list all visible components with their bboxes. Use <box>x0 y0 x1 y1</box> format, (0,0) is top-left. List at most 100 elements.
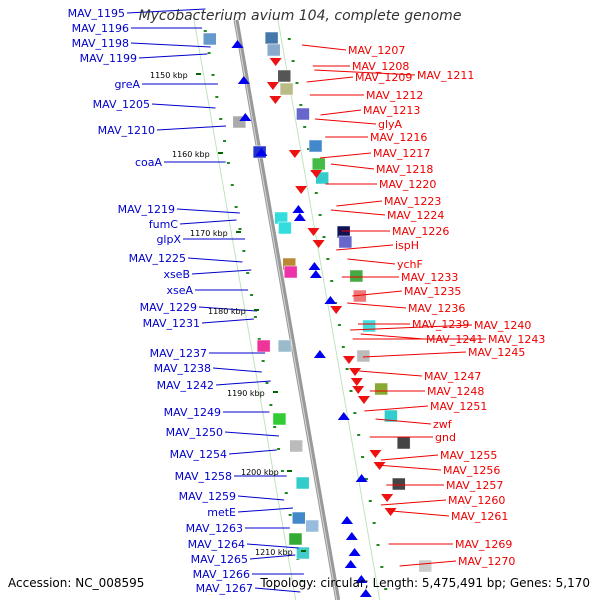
gene-feature-box <box>374 382 388 396</box>
gene-feature-box <box>392 477 406 491</box>
left-gene-label: MAV_1219 <box>118 203 175 216</box>
left-gene-label: MAV_1267 <box>196 582 253 595</box>
left-gene-label: MAV_1229 <box>140 301 197 314</box>
left-label-leader <box>249 554 296 560</box>
track-tick <box>353 412 357 414</box>
ruler-tick <box>218 152 223 154</box>
track-tick <box>253 316 257 318</box>
gene-feature-box <box>266 43 281 57</box>
left-gene-label: MAV_1266 <box>193 568 250 581</box>
right-label-leader <box>352 290 403 297</box>
left-label-leader <box>224 431 280 437</box>
right-label-leader <box>364 405 429 412</box>
forward-gene-arrow <box>344 560 357 568</box>
left-gene-label: MAV_1259 <box>179 490 236 503</box>
right-gene-label: MAV_1251 <box>430 400 487 413</box>
right-label-leader <box>330 163 375 170</box>
left-gene-label: MAV_1238 <box>154 362 211 375</box>
right-gene-label: MAV_1269 <box>455 538 512 551</box>
reverse-gene-arrow <box>312 240 325 248</box>
right-gene-label: MAV_1217 <box>373 147 430 160</box>
gene-feature-box <box>264 31 279 45</box>
left-gene-label: xseB <box>163 268 190 281</box>
forward-gene-arrow <box>309 270 322 278</box>
left-label-leader <box>156 125 227 131</box>
left-gene-label: MAV_1195 <box>68 7 125 20</box>
gene-feature-box <box>295 476 310 490</box>
track-tick <box>215 96 219 98</box>
right-gene-label: MAV_1218 <box>376 163 433 176</box>
gene-feature-box <box>277 69 292 83</box>
forward-gene-arrow <box>239 113 252 121</box>
track-tick <box>322 236 326 238</box>
right-label-leader <box>336 244 394 251</box>
gene-feature-box <box>278 221 292 235</box>
gene-feature-box <box>277 339 292 353</box>
forward-gene-arrow <box>255 148 268 156</box>
left-gene-label: MAV_1250 <box>166 426 223 439</box>
right-label-leader <box>301 44 347 51</box>
right-label-leader <box>306 76 354 83</box>
gene-feature-box <box>338 235 353 249</box>
right-gene-label: MAV_1224 <box>387 209 444 222</box>
left-gene-label: MAV_1264 <box>188 538 245 551</box>
right-gene-label: MAV_1256 <box>443 464 500 477</box>
ruler-label: 1170 kbp <box>190 229 228 238</box>
track-tick <box>288 514 292 516</box>
gene-feature-box <box>256 339 271 353</box>
gene-feature-box <box>349 269 364 283</box>
track-tick <box>277 448 281 450</box>
right-label-leader <box>336 200 383 207</box>
right-label-leader <box>330 209 386 216</box>
map-title: Mycobacterium avium 104, complete genome <box>138 8 462 24</box>
right-label-leader <box>380 454 439 461</box>
forward-gene-arrow <box>348 548 361 556</box>
track-tick <box>246 272 250 274</box>
right-gene-label: MAV_1260 <box>448 494 505 507</box>
right-label-leader <box>319 152 372 159</box>
left-gene-label: MAV_1199 <box>80 52 137 65</box>
left-gene-label: MAV_1198 <box>72 37 129 50</box>
gene-feature-box <box>283 265 298 279</box>
track-tick <box>303 126 307 128</box>
reverse-gene-arrow <box>349 368 362 376</box>
forward-gene-arrow <box>324 296 337 304</box>
track-tick <box>326 258 330 260</box>
right-gene-label: MAV_1208 <box>352 60 409 73</box>
reverse-gene-arrow <box>269 58 282 66</box>
left-label-leader <box>176 208 240 214</box>
right-label-leader <box>314 118 377 125</box>
right-label-leader <box>375 418 432 425</box>
backbone-highlight <box>234 19 338 600</box>
track-tick <box>345 368 349 370</box>
track-tick <box>211 74 215 76</box>
track-tick <box>295 82 299 84</box>
track-tick <box>314 192 318 194</box>
right-gene-label: MAV_1255 <box>440 449 497 462</box>
gene-feature-box <box>305 519 319 533</box>
track-tick <box>349 390 353 392</box>
gene-feature-box <box>418 559 432 573</box>
right-label-leader <box>347 258 396 265</box>
reverse-gene-arrow <box>357 396 370 404</box>
right-gene-label: MAV_1261 <box>451 510 508 523</box>
reverse-gene-arrow <box>342 356 355 364</box>
track-tick <box>280 470 284 472</box>
genome-backbone <box>233 19 341 600</box>
right-gene-label: ychF <box>397 258 423 271</box>
track-tick <box>384 588 388 590</box>
ruler-tick <box>287 470 292 472</box>
ruler-tick <box>273 391 278 393</box>
track-tick <box>273 426 277 428</box>
reverse-gene-arrow <box>307 228 320 236</box>
gene-feature-box <box>356 349 371 363</box>
right-gene-label: MAV_1223 <box>384 195 441 208</box>
reverse-gene-arrow <box>350 378 363 386</box>
left-label-leader <box>246 543 299 549</box>
gene-feature-box <box>396 436 411 450</box>
left-label-leader <box>212 367 262 373</box>
track-tick <box>341 346 345 348</box>
reverse-gene-arrow <box>381 494 394 502</box>
gene-feature-box <box>308 139 323 153</box>
